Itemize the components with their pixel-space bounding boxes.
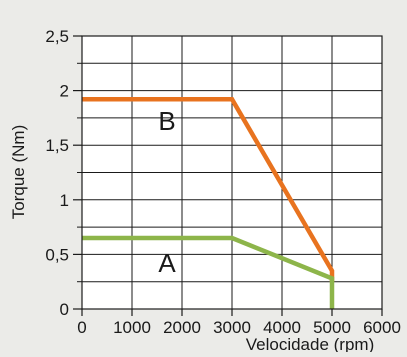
x-axis-title: Velocidade (rpm) [246, 335, 375, 352]
y-tick-label: 0 [60, 300, 69, 319]
x-tick-label: 4000 [263, 318, 301, 337]
y-tick-label: 1 [60, 191, 69, 210]
x-tick-label: 0 [77, 318, 86, 337]
x-tick-label: 1000 [113, 318, 151, 337]
series-labels: BA [158, 106, 176, 278]
y-tick-label: 2 [60, 82, 69, 101]
series-label-b: B [158, 106, 175, 136]
series-label-a: A [158, 248, 176, 278]
series-layer [82, 97, 335, 309]
y-tick-label: 0,5 [45, 245, 69, 264]
grid-lines [82, 36, 382, 309]
series-line-a [82, 235, 335, 309]
axis-ticks: 0 0,5 1 1,5 2 2,5 0 1000 2000 3000 4000 5000 6000 [45, 27, 401, 337]
y-axis-title: Torque (Nm) [9, 125, 28, 219]
y-tick-label: 2,5 [45, 27, 69, 46]
y-tick-label: 1,5 [45, 136, 69, 155]
x-tick-label: 2000 [163, 318, 201, 337]
x-tick-label: 6000 [363, 318, 401, 337]
x-tick-label: 3000 [213, 318, 251, 337]
x-tick-label: 5000 [313, 318, 351, 337]
